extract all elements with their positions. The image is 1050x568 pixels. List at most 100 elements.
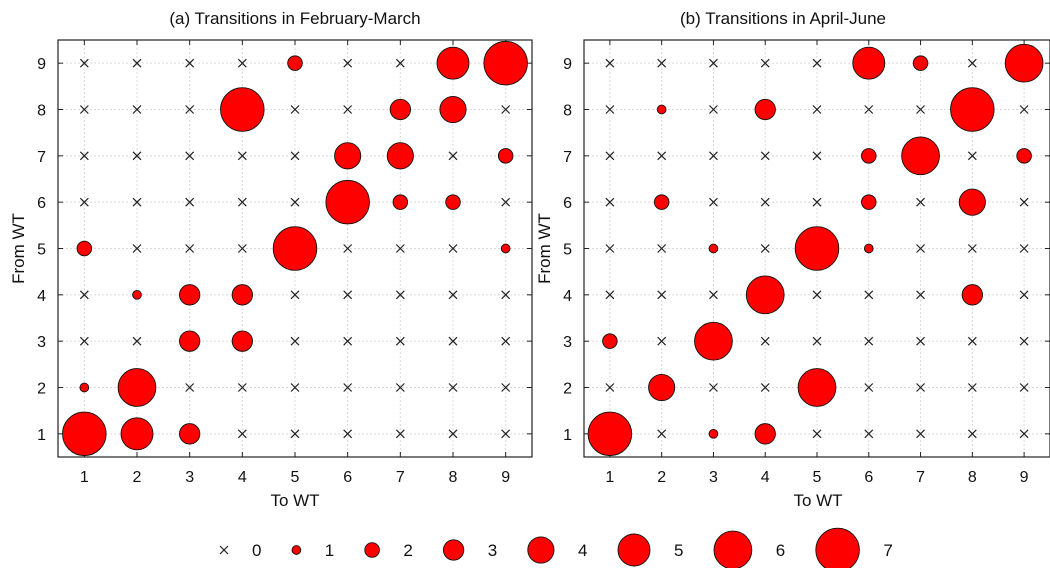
zero-transition-mark: [237, 151, 247, 161]
y-axis-label: From WT: [9, 213, 28, 284]
y-tick-label: 5: [37, 242, 46, 259]
zero-transition-mark: [132, 244, 142, 253]
x-tick-label: 6: [864, 469, 873, 486]
zero-transition-mark: [605, 244, 615, 253]
zero-transition-mark: [79, 197, 89, 207]
transition-bubble: [497, 148, 514, 164]
x-axis-label: To WT: [793, 491, 842, 510]
zero-transition-mark: [395, 244, 405, 253]
y-tick-label: 5: [563, 242, 572, 259]
y-tick-label: 1: [37, 427, 46, 444]
zero-transition-mark: [916, 197, 925, 207]
zero-transition-mark: [501, 105, 511, 114]
y-tick-label: 3: [37, 334, 46, 351]
zero-transition-mark: [395, 429, 405, 439]
zero-transition-mark: [760, 383, 770, 392]
zero-transition-mark: [1019, 244, 1029, 253]
transition-bubble: [62, 411, 107, 457]
zero-transition-mark: [1019, 383, 1029, 392]
transition-bubble: [708, 428, 719, 439]
transition-bubble: [272, 226, 318, 271]
legend-bubble: [713, 530, 753, 568]
zero-transition-mark: [709, 58, 718, 68]
zero-transition-mark: [237, 244, 247, 253]
zero-transition-mark: [343, 336, 353, 346]
zero-transition-mark: [501, 336, 511, 346]
zero-transition-mark: [290, 105, 300, 114]
panel-title: (a) Transitions in February-March: [169, 9, 420, 28]
zero-transition-mark: [967, 336, 977, 346]
zero-transition-mark: [395, 336, 405, 346]
zero-transition-mark: [709, 197, 718, 207]
x-tick-label: 9: [501, 469, 510, 486]
transition-bubble: [901, 136, 940, 176]
y-tick-label: 3: [563, 334, 572, 351]
zero-transition-mark: [657, 244, 667, 253]
x-tick-label: 7: [916, 469, 925, 486]
zero-transition-mark: [916, 336, 925, 346]
transition-bubble: [794, 226, 840, 271]
legend-label: 6: [776, 541, 785, 560]
transition-bubble: [861, 194, 877, 210]
zero-transition-mark: [185, 58, 195, 68]
zero-transition-mark: [1019, 290, 1029, 300]
transition-bubble: [912, 55, 929, 71]
x-axis-label: To WT: [270, 491, 319, 510]
transition-bubble: [1004, 43, 1044, 83]
zero-transition-mark: [448, 244, 458, 253]
transition-bubble: [754, 98, 776, 121]
y-tick-label: 2: [37, 381, 46, 398]
transition-bubble: [1016, 148, 1032, 164]
y-tick-label: 7: [37, 149, 46, 166]
zero-transition-mark: [864, 105, 874, 114]
zero-transition-mark: [1019, 429, 1029, 439]
zero-transition-mark: [343, 429, 353, 439]
zero-transition-mark: [864, 429, 874, 439]
transition-bubble: [861, 148, 877, 164]
x-tick-label: 3: [709, 469, 718, 486]
transition-bubble: [120, 417, 154, 451]
zero-transition-mark: [132, 151, 142, 161]
zero-transition-mark: [657, 336, 667, 346]
zero-transition-mark: [501, 290, 511, 300]
zero-transition-mark: [605, 197, 615, 207]
x-tick-label: 8: [968, 469, 977, 486]
zero-transition-mark: [501, 383, 511, 392]
transition-bubble: [694, 321, 733, 361]
x-tick-label: 3: [185, 469, 194, 486]
zero-transition-mark: [916, 290, 925, 300]
transition-bubble: [117, 368, 157, 407]
zero-transition-mark: [605, 290, 615, 300]
x-tick-label: 6: [343, 469, 352, 486]
zero-transition-mark: [343, 58, 353, 68]
legend-bubble: [291, 545, 302, 555]
zero-transition-mark: [605, 151, 615, 161]
x-tick-label: 1: [80, 469, 89, 486]
zero-transition-mark: [760, 244, 770, 253]
zero-transition-mark: [132, 197, 142, 207]
zero-transition-mark: [605, 58, 615, 68]
zero-transition-mark: [709, 383, 718, 392]
transition-bubble: [602, 333, 618, 349]
transition-bubble: [950, 87, 995, 132]
zero-transition-mark: [864, 383, 874, 392]
y-tick-label: 7: [563, 149, 572, 166]
y-tick-label: 8: [563, 103, 572, 120]
transition-bubble: [852, 46, 886, 80]
transition-bubble: [445, 194, 461, 210]
transition-bubble: [483, 40, 528, 86]
legend-label: 3: [488, 541, 497, 560]
y-axis-label: From WT: [535, 213, 554, 284]
zero-transition-mark: [812, 58, 822, 68]
transition-bubble: [79, 382, 90, 393]
zero-transition-mark: [132, 105, 142, 114]
zero-transition-mark: [812, 105, 822, 114]
zero-transition-mark: [916, 429, 925, 439]
transition-bubble: [231, 330, 253, 352]
legend-label: 7: [883, 541, 892, 560]
legend-bubble: [527, 536, 555, 564]
transition-bubble: [863, 243, 874, 254]
legend-bubble: [815, 527, 860, 568]
panel-apr-jun: 1 2 3 4 5 6 7 8 9 1 2 3 4 5 6 7 8 9 (b) Transitions in Apr…: [535, 9, 1050, 510]
x-tick-label: 1: [605, 469, 614, 486]
